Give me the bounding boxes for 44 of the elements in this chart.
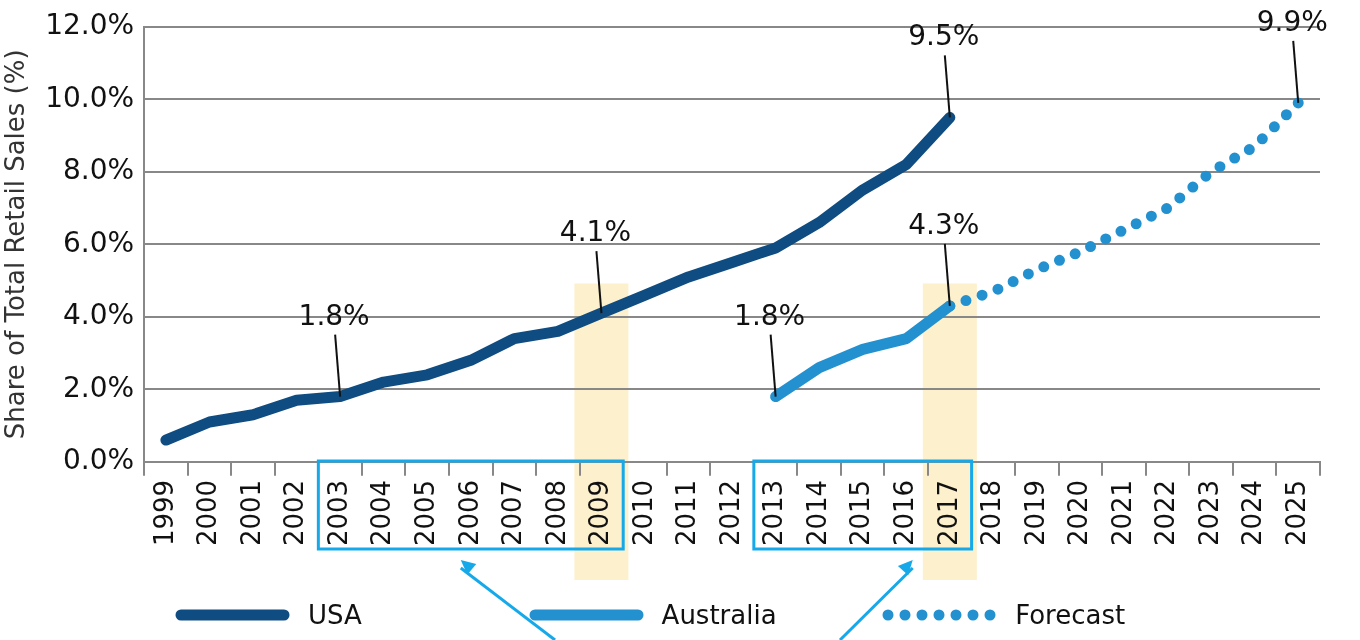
x-tick-label: 2019 — [1019, 479, 1050, 546]
x-tick-label: 2015 — [845, 479, 876, 546]
x-tick-label: 1999 — [148, 479, 179, 546]
x-tick-label: 2014 — [801, 479, 832, 546]
legend-label: USA — [308, 600, 362, 630]
x-tick-label: 2022 — [1150, 479, 1181, 546]
x-tick-label: 2007 — [497, 479, 528, 546]
x-tick-label: 2016 — [889, 479, 920, 546]
y-tick-label: 8.0% — [63, 153, 135, 187]
x-tick-label: 2000 — [192, 479, 223, 546]
annotation: 1.8% — [298, 298, 370, 332]
legend-label: Forecast — [1015, 600, 1126, 630]
annotation: 9.9% — [1256, 4, 1328, 38]
x-tick-label: 2011 — [671, 479, 702, 546]
x-tick-label: 2008 — [540, 479, 571, 546]
x-tick-label: 2024 — [1237, 479, 1268, 546]
annotation: 1.8% — [734, 298, 806, 332]
x-tick-label: 2017 — [932, 479, 963, 546]
x-tick-label: 2003 — [322, 479, 353, 546]
y-tick-label: 4.0% — [63, 298, 135, 332]
x-tick-label: 2004 — [366, 479, 397, 546]
y-tick-label: 10.0% — [45, 80, 135, 114]
y-tick-label: 12.0% — [45, 8, 135, 42]
y-tick-label: 2.0% — [63, 370, 135, 404]
y-tick-label: 0.0% — [63, 443, 135, 477]
x-tick-label: 2009 — [584, 479, 615, 546]
x-tick-label: 2018 — [976, 479, 1007, 546]
x-tick-label: 2020 — [1063, 479, 1094, 546]
y-tick-label: 6.0% — [63, 225, 135, 259]
legend-label: Australia — [661, 600, 777, 630]
x-tick-label: 2005 — [409, 479, 440, 546]
x-tick-label: 2002 — [279, 479, 310, 546]
annotation: 9.5% — [908, 19, 980, 53]
annotation: 4.3% — [908, 207, 980, 241]
x-tick-label: 2012 — [714, 479, 745, 546]
x-tick-label: 2021 — [1106, 479, 1137, 546]
x-tick-label: 2001 — [235, 479, 266, 546]
y-axis-title: Share of Total Retail Sales (%) — [0, 49, 31, 440]
x-tick-label: 2023 — [1193, 479, 1224, 546]
x-tick-label: 2025 — [1280, 479, 1311, 546]
annotation: 4.1% — [559, 215, 631, 249]
x-tick-label: 2013 — [758, 479, 789, 546]
x-tick-label: 2006 — [453, 479, 484, 546]
x-tick-label: 2010 — [627, 479, 658, 546]
